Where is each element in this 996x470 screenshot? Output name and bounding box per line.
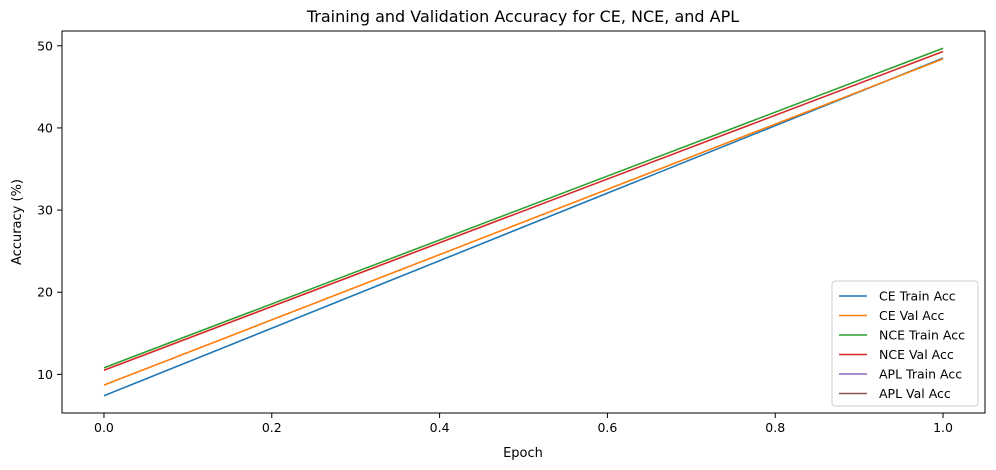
y-tick-label: 30 (37, 203, 53, 218)
legend-entry-label: CE Train Acc (879, 289, 956, 304)
y-tick-label: 20 (37, 285, 53, 300)
y-axis: 10 20 30 40 50 (37, 38, 62, 382)
y-tick-label: 50 (37, 38, 53, 53)
series-line-nce-val-acc (103, 50, 944, 372)
x-axis: 0.0 0.2 0.4 0.6 0.8 1.0 (94, 413, 953, 435)
x-tick-label: 0.4 (430, 420, 450, 435)
legend: CE Train Acc CE Val Acc NCE Train Acc NCE V… (831, 280, 979, 407)
x-tick-label: 0.2 (262, 420, 282, 435)
series-line-ce-train-acc (103, 57, 944, 397)
legend-entry-label: APL Train Acc (879, 367, 962, 382)
y-axis-label: Accuracy (%) (10, 179, 25, 265)
series-line-ce-val-acc (103, 58, 944, 386)
legend-box (831, 280, 979, 407)
series-line-nce-train-acc (103, 47, 944, 369)
legend-entry-label: NCE Train Acc (879, 328, 965, 343)
x-tick-label: 0.8 (765, 420, 785, 435)
x-axis-label: Epoch (503, 446, 543, 461)
y-tick-label: 40 (37, 120, 53, 135)
chart-title: Training and Validation Accuracy for CE,… (306, 7, 739, 26)
series-lines (103, 47, 944, 397)
x-tick-label: 0.0 (94, 420, 114, 435)
x-tick-label: 0.6 (597, 420, 617, 435)
legend-entry-label: APL Val Acc (879, 386, 951, 401)
legend-entry-label: CE Val Acc (879, 308, 944, 323)
y-tick-label: 10 (37, 367, 53, 382)
plot-area-frame (61, 30, 986, 414)
x-tick-label: 1.0 (933, 420, 953, 435)
legend-entry-label: NCE Val Acc (879, 347, 954, 362)
